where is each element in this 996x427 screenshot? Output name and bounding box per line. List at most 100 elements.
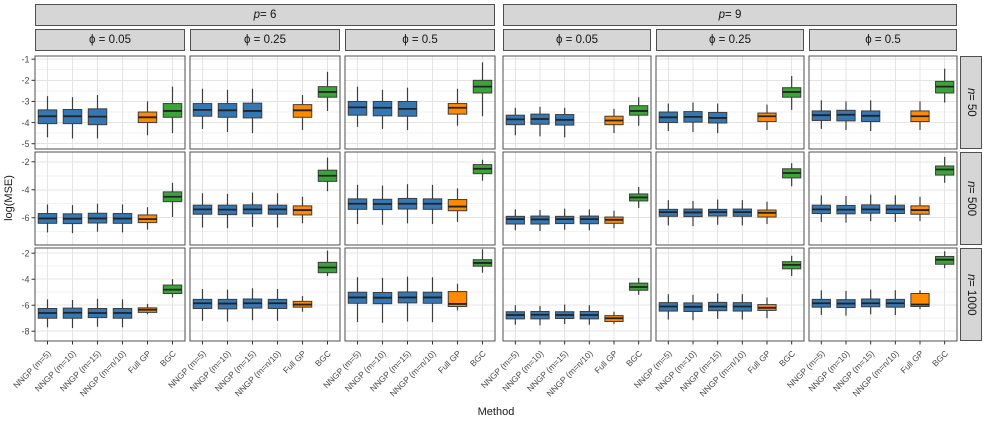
y-tick-label: -1: [21, 54, 29, 64]
box-full-gp: [292, 196, 313, 224]
box-full-gp: [757, 104, 777, 130]
box-nngp-m-15-: [555, 208, 575, 230]
box-bgc: [782, 255, 802, 276]
box-nngp-m-10-: [372, 89, 393, 129]
box-nngp-m-n-10-: [112, 299, 133, 328]
x-tick-label: Full GP: [898, 348, 925, 375]
panel-r1-c3: [502, 151, 652, 246]
box-nngp-m-10-: [372, 277, 393, 323]
facet-phi-label: ϕ = 0.5: [402, 34, 438, 46]
box-nngp-m-15-: [397, 87, 418, 130]
box-nngp-m-10-: [530, 210, 550, 232]
box-bgc: [935, 156, 955, 183]
x-tick-label: NNGP (m=n/10): [388, 348, 438, 398]
x-tick-label: BGC: [313, 348, 333, 368]
box-nngp-m-15-: [861, 194, 881, 222]
y-tick-label: -8: [21, 326, 29, 336]
box-bgc: [317, 250, 338, 276]
facet-n-value: = 500: [965, 187, 977, 217]
facet-p-variable: p: [253, 9, 261, 21]
box-full-gp: [137, 303, 158, 315]
box-nngp-m-5-: [347, 86, 368, 127]
panel-r1-c2: [344, 151, 496, 246]
box-nngp-m-10-: [62, 205, 83, 234]
box-nngp-m-5-: [505, 107, 525, 136]
box-full-gp: [447, 283, 468, 311]
box-bgc: [162, 279, 183, 298]
x-tick-label: BGC: [468, 348, 488, 368]
box-nngp-m-5-: [505, 305, 525, 325]
box-nngp-m-10-: [836, 101, 856, 130]
y-tick-label: -4: [21, 118, 29, 128]
box-nngp-m-15-: [242, 288, 263, 321]
box-full-gp: [604, 311, 624, 325]
y-tick-label: -4: [21, 185, 29, 195]
box-nngp-m-5-: [37, 96, 58, 138]
box-nngp-m-n-10-: [579, 305, 599, 325]
facet-strip-phi-005: ϕ = 0.05: [35, 29, 185, 51]
box-nngp-m-5-: [505, 209, 525, 231]
panel-r2-c1: [189, 247, 341, 342]
panel-r2-c2: [344, 247, 496, 342]
box-full-gp: [910, 290, 930, 310]
y-tick-label: -5: [21, 139, 29, 149]
box-nngp-m-10-: [683, 102, 703, 133]
box-nngp-m-10-: [683, 200, 703, 227]
box-full-gp: [137, 207, 158, 230]
y-tick-label: -4: [21, 274, 29, 284]
panel-r0-c4: [655, 55, 805, 150]
box-full-gp: [292, 296, 313, 312]
box-nngp-m-n-10-: [885, 290, 905, 315]
facet-p-value: = 6: [260, 9, 277, 21]
box-full-gp: [604, 108, 624, 134]
box-bgc: [935, 68, 955, 103]
box-nngp-m-15-: [708, 293, 728, 319]
box-nngp-m-10-: [217, 89, 238, 133]
facet-n-value: = 50: [965, 94, 977, 118]
box-bgc: [472, 249, 493, 273]
panel-r2-c5: [808, 247, 958, 342]
x-tick-label: NNGP (m=n/10): [78, 348, 128, 398]
box-bgc: [472, 159, 493, 181]
panel-r2-c4: [655, 247, 805, 342]
facet-n-variable: n: [965, 180, 977, 188]
y-tick-label: -6: [21, 213, 29, 223]
box-nngp-m-n-10-: [579, 209, 599, 231]
facet-n-variable: n: [965, 87, 977, 95]
facet-strip-phi-005: ϕ = 0.05: [503, 29, 651, 51]
box-nngp-m-n-10-: [422, 277, 443, 323]
box-bgc: [317, 71, 338, 111]
box-nngp-m-n-10-: [422, 184, 443, 225]
facet-strip-phi-025: ϕ = 0.25: [656, 29, 804, 51]
box-nngp-m-10-: [217, 289, 238, 322]
box-nngp-m-10-: [530, 305, 550, 326]
x-axis-title: Method: [477, 406, 515, 418]
box-full-gp: [447, 88, 468, 126]
box-nngp-m-15-: [861, 100, 881, 132]
box-nngp-m-15-: [397, 276, 418, 322]
box-nngp-m-5-: [658, 294, 678, 320]
y-tick-label: -2: [21, 248, 29, 258]
box-full-gp: [447, 188, 468, 222]
box-nngp-m-15-: [708, 103, 728, 134]
panel-r1-c1: [189, 151, 341, 246]
facet-strip-phi-05: ϕ = 0.5: [809, 29, 957, 51]
panel-r0-c2: [344, 55, 496, 150]
panel-r0-c1: [189, 55, 341, 150]
box-full-gp: [910, 101, 930, 130]
box-bgc: [782, 76, 802, 110]
box-nngp-m-15-: [242, 192, 263, 227]
facet-strip-p6: p = 6: [35, 4, 495, 26]
facet-p-value: = 9: [725, 9, 742, 21]
box-nngp-m-5-: [192, 288, 213, 321]
box-nngp-m-15-: [87, 95, 108, 139]
x-tick-label: BGC: [930, 348, 950, 368]
box-bgc: [317, 157, 338, 192]
box-nngp-m-n-10-: [267, 193, 288, 228]
box-bgc: [782, 163, 802, 187]
facet-n-variable: n: [965, 273, 977, 280]
box-bgc: [629, 186, 649, 208]
box-full-gp: [604, 210, 624, 229]
